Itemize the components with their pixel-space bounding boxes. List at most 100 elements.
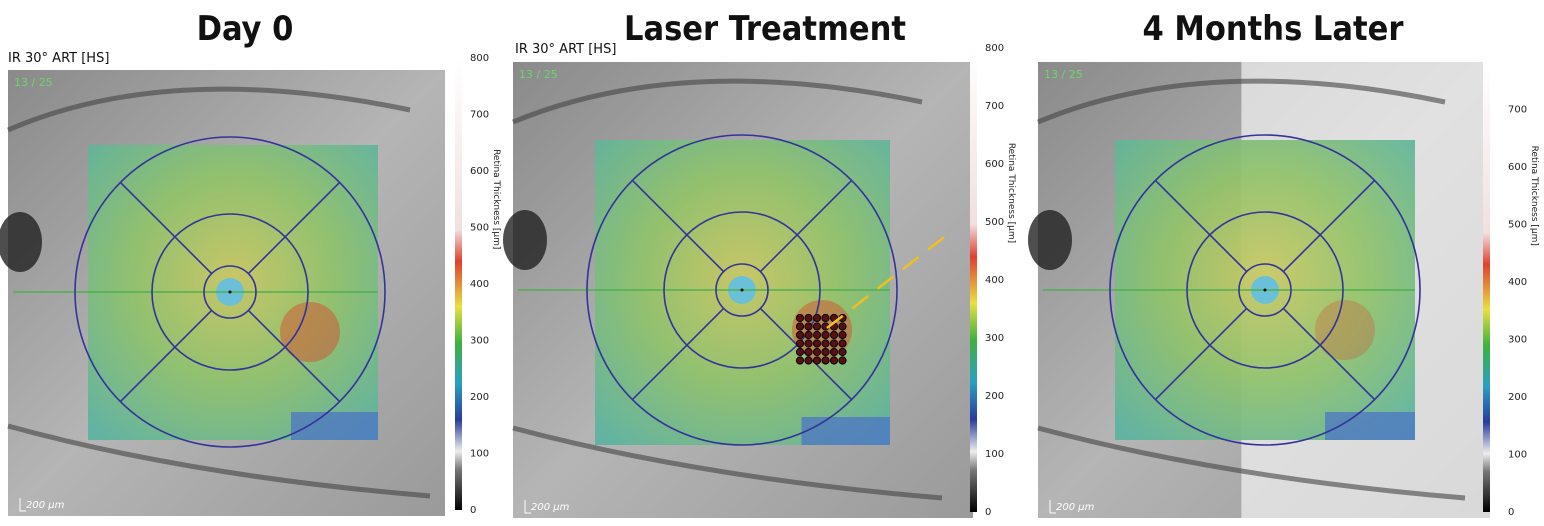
laser-spot <box>838 347 847 357</box>
laser-spot <box>821 313 830 323</box>
colorbar-tick-label: 600 <box>470 166 489 177</box>
vessel <box>7 423 431 499</box>
laser-spot <box>804 347 813 357</box>
laser-spot <box>804 313 813 323</box>
colorbar-tick-label: 400 <box>985 275 1004 286</box>
laser-spot <box>838 339 847 348</box>
laser-spot <box>838 356 847 365</box>
scale-bar <box>1049 500 1056 514</box>
optic-disc <box>1028 210 1072 270</box>
laser-spot <box>804 356 813 365</box>
thin-region <box>291 412 378 440</box>
colorbar-tick-label: 100 <box>985 449 1004 460</box>
etdrs-spoke <box>631 179 725 273</box>
colorbar-label: Retina Thickness [µm] <box>491 149 501 249</box>
fovea-center <box>1263 288 1267 292</box>
etdrs-ring <box>1238 263 1292 317</box>
scale-bar <box>19 498 26 512</box>
scale-bar-label: 200 µm <box>531 502 570 513</box>
vessel <box>512 78 923 125</box>
laser-spot <box>829 356 839 365</box>
thick-spot <box>1315 300 1375 360</box>
laser-spot <box>829 339 839 348</box>
etdrs-spoke <box>631 307 725 401</box>
etdrs-spoke <box>1154 179 1248 273</box>
fovea-center <box>740 288 744 292</box>
laser-spot <box>829 347 839 357</box>
laser-spot <box>795 356 805 365</box>
etdrs-spoke <box>1282 179 1376 273</box>
colorbar-tick-label: 0 <box>985 507 991 518</box>
colorbar-tick-label: 400 <box>470 279 489 290</box>
scale-bar <box>524 500 531 514</box>
etdrs-ring <box>715 263 769 317</box>
colorbar-label: Retina Thickness [µm] <box>1006 143 1016 243</box>
etdrs-ring <box>1186 211 1344 369</box>
laser-spot <box>795 339 805 348</box>
scale-bar-label: 200 µm <box>1056 502 1095 513</box>
colorbar-label: Retina Thickness [µm] <box>1529 146 1539 246</box>
colorbar-tick-label: 200 <box>470 392 489 403</box>
laser-spot <box>795 330 805 340</box>
laser-spot <box>812 313 822 323</box>
etdrs-spoke <box>247 181 341 275</box>
etdrs-ring <box>1109 134 1421 446</box>
laser-spot <box>821 356 830 365</box>
fovea-center <box>228 290 232 294</box>
laser-spot <box>812 347 822 357</box>
laser-spot <box>829 330 839 340</box>
colorbar-tick-label: 500 <box>1508 220 1527 231</box>
colorbar-tick-label: 0 <box>470 505 476 516</box>
etdrs-spoke <box>119 181 213 275</box>
scale-bar-label: 200 µm <box>26 500 65 511</box>
colorbar <box>455 58 462 510</box>
panel-title: Laser Treatment <box>624 9 906 49</box>
laser-spot <box>821 339 830 348</box>
colorbar-tick-label: 0 <box>1508 507 1514 518</box>
etdrs-ring <box>151 213 309 371</box>
laser-spot <box>812 356 822 365</box>
colorbar <box>1483 62 1490 512</box>
laser-spot <box>795 322 805 331</box>
laser-guide <box>826 234 948 329</box>
overlay-label: 13 / 25 <box>14 76 53 89</box>
colorbar-tick-label: 100 <box>470 449 489 460</box>
colorbar-tick-label: 300 <box>1508 335 1527 346</box>
panel-title: 4 Months Later <box>1142 9 1404 49</box>
laser-spot <box>804 339 813 348</box>
laser-spot <box>812 330 822 340</box>
overlay-label: 13 / 25 <box>1044 68 1083 81</box>
image-header: IR 30° ART [HS] <box>8 51 109 66</box>
colorbar-tick-label: 300 <box>985 333 1004 344</box>
vessel <box>512 425 943 501</box>
colorbar-tick-label: 700 <box>1508 105 1527 116</box>
laser-spot <box>821 330 830 340</box>
optic-disc <box>503 210 547 270</box>
etdrs-ring <box>586 134 898 446</box>
colorbar <box>970 48 977 512</box>
laser-spot <box>812 339 822 348</box>
colorbar-tick-label: 800 <box>985 43 1004 54</box>
vessel <box>1037 425 1466 501</box>
thin-region <box>801 417 890 445</box>
etdrs-ring <box>663 211 821 369</box>
etdrs-ring <box>203 265 257 319</box>
colorbar-tick-label: 200 <box>985 391 1004 402</box>
colorbar-tick-label: 100 <box>1508 450 1527 461</box>
vessel <box>7 86 411 133</box>
colorbar-tick-label: 500 <box>470 223 489 234</box>
vessel <box>1037 78 1446 125</box>
colorbar-tick-label: 600 <box>1508 162 1527 173</box>
laser-spot <box>821 347 830 357</box>
panel-title: Day 0 <box>197 9 294 49</box>
colorbar-tick-label: 700 <box>985 101 1004 112</box>
etdrs-spoke <box>1154 307 1248 401</box>
etdrs-ring <box>74 136 386 448</box>
etdrs-spoke <box>119 309 213 403</box>
optic-disc <box>0 212 42 272</box>
laser-spot <box>812 322 822 331</box>
laser-spot <box>804 330 813 340</box>
image-header: IR 30° ART [HS] <box>515 42 616 57</box>
